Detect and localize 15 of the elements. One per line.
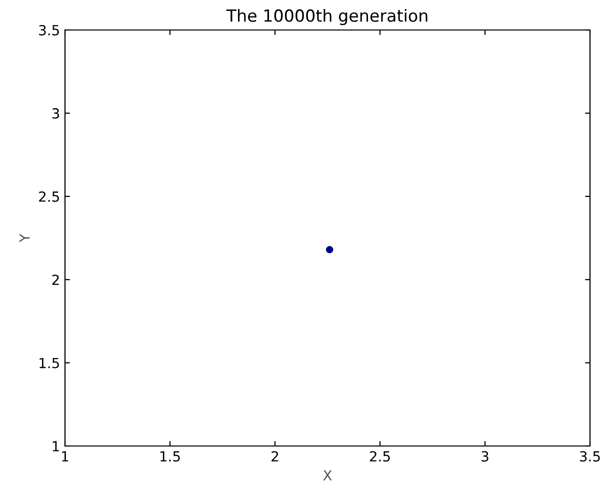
y-tick-label: 3.5 [39, 24, 59, 36]
chart-title: The 10000th generation [226, 9, 428, 26]
x-tick-label: 1 [62, 451, 68, 462]
y-axis-title: Y [19, 234, 30, 242]
x-tick-label: 2 [272, 451, 278, 462]
y-tick-label: 1.5 [40, 358, 59, 368]
x-tick-label: 1.5 [160, 451, 180, 462]
y-tick-label: 2 [52, 274, 59, 285]
x-tick-label: 3.5 [580, 451, 600, 462]
y-tick-label: 2.5 [39, 191, 59, 202]
x-axis-title: X [323, 470, 332, 480]
x-tick-label: 2.5 [370, 451, 390, 462]
y-tick-label: 3 [52, 108, 60, 119]
y-tick-label: 1 [52, 441, 59, 452]
x-tick-label: 3 [482, 451, 488, 462]
